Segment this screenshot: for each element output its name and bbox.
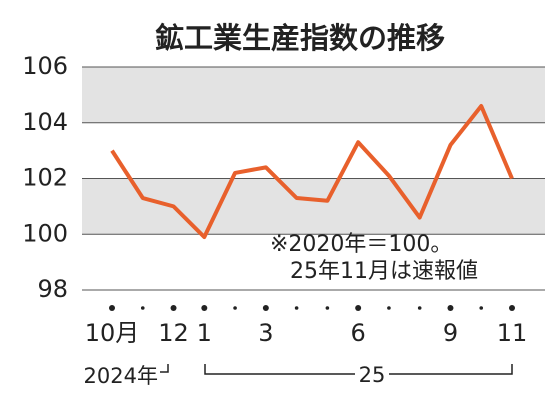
x-tick-dot bbox=[170, 305, 177, 311]
annotation: ※2020年＝100。 bbox=[270, 232, 452, 257]
annotation: 25年11月は速報値 bbox=[290, 259, 478, 284]
bracket bbox=[204, 364, 513, 375]
x-tick-dot bbox=[201, 305, 208, 311]
x-tick-label: 12 bbox=[158, 319, 189, 347]
y-tick-label: 98 bbox=[37, 275, 68, 303]
x-tick-dot bbox=[447, 305, 454, 311]
x-tick-dot bbox=[109, 305, 115, 311]
x-tick-label: 6 bbox=[351, 319, 366, 347]
grid-band bbox=[82, 178, 545, 235]
grid-band bbox=[82, 67, 545, 123]
x-tick-dot bbox=[417, 306, 422, 310]
x-tick-label: 1 bbox=[197, 319, 212, 347]
x-tick-dot bbox=[294, 306, 299, 310]
x-tick-label: 11 bbox=[497, 319, 528, 347]
x-tick-dot bbox=[262, 305, 269, 311]
x-tick-dot bbox=[387, 306, 391, 310]
y-tick-label: 100 bbox=[22, 219, 68, 247]
y-tick-label: 102 bbox=[22, 164, 68, 192]
year-label: 25 bbox=[359, 363, 386, 387]
y-tick-label: 106 bbox=[22, 52, 68, 80]
x-tick-dot bbox=[509, 305, 515, 311]
bracket bbox=[160, 364, 169, 373]
x-tick-label: 9 bbox=[443, 319, 458, 347]
year-label: 2024年 bbox=[84, 364, 158, 388]
plot-background bbox=[82, 66, 545, 291]
data-line bbox=[110, 104, 514, 240]
x-tick-dot bbox=[233, 306, 237, 310]
x-tick-dot bbox=[325, 306, 330, 310]
x-tick-dot bbox=[140, 306, 145, 310]
x-tick-dot bbox=[479, 306, 484, 310]
y-tick-label: 104 bbox=[22, 108, 68, 136]
x-tick-label: 10月 bbox=[85, 319, 140, 347]
x-tick-dot bbox=[355, 305, 362, 311]
x-tick-label: 3 bbox=[258, 319, 273, 347]
chart-title: 鉱工業生産指数の推移 bbox=[155, 21, 445, 55]
